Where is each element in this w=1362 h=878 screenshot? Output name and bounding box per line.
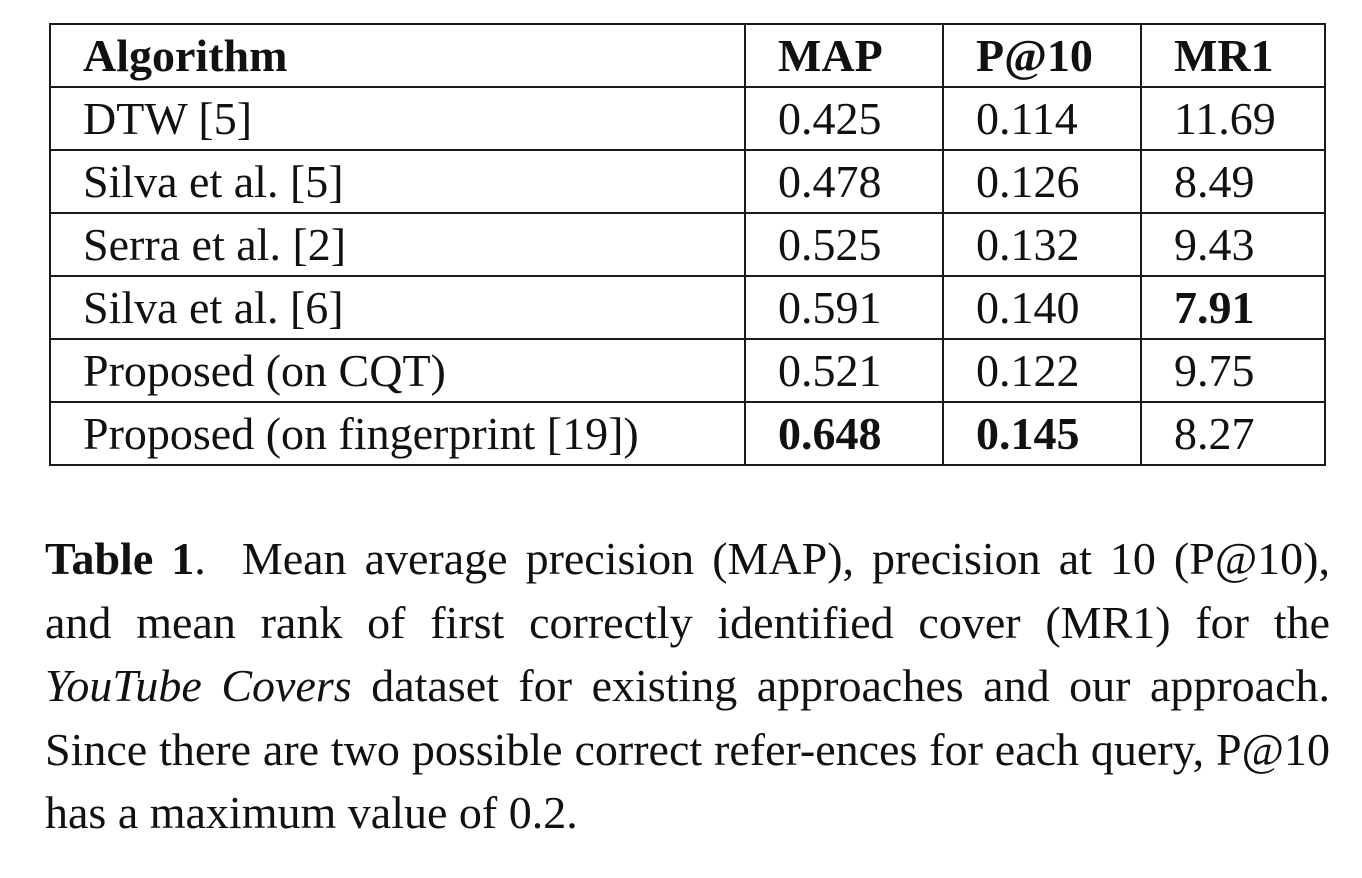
caption-label: Table 1 xyxy=(45,533,195,584)
header-map: MAP xyxy=(744,23,944,88)
table-row: Silva et al. [5] 0.478 0.126 8.49 xyxy=(49,149,1326,214)
caption-text-end: dataset for existing approaches and our … xyxy=(45,660,1331,838)
cell-p10: 0.145 xyxy=(942,401,1142,466)
caption-dataset-name: YouTube Covers xyxy=(45,660,352,711)
cell-algorithm: Proposed (on CQT) xyxy=(49,338,746,403)
table-row: Proposed (on CQT) 0.521 0.122 9.75 xyxy=(49,338,1326,403)
cell-map: 0.525 xyxy=(744,212,944,277)
table-header-row: Algorithm MAP P@10 MR1 xyxy=(49,23,1326,88)
cell-mr1: 7.91 xyxy=(1140,275,1326,340)
cell-algorithm: Serra et al. [2] xyxy=(49,212,746,277)
results-table: Algorithm MAP P@10 MR1 DTW [5] 0.425 0.1… xyxy=(49,23,1326,466)
cell-map: 0.478 xyxy=(744,149,944,214)
cell-p10: 0.126 xyxy=(942,149,1142,214)
cell-map: 0.425 xyxy=(744,86,944,151)
header-algorithm: Algorithm xyxy=(49,23,746,88)
cell-algorithm: Proposed (on fingerprint [19]) xyxy=(49,401,746,466)
caption-text-start: Mean average precision (MAP), precision … xyxy=(45,533,1331,648)
cell-mr1: 8.27 xyxy=(1140,401,1326,466)
cell-map: 0.591 xyxy=(744,275,944,340)
cell-mr1: 9.75 xyxy=(1140,338,1326,403)
cell-algorithm: Silva et al. [5] xyxy=(49,149,746,214)
table-row: Proposed (on fingerprint [19]) 0.648 0.1… xyxy=(49,401,1326,466)
cell-p10: 0.140 xyxy=(942,275,1142,340)
cell-algorithm: DTW [5] xyxy=(49,86,746,151)
cell-mr1: 8.49 xyxy=(1140,149,1326,214)
cell-mr1: 11.69 xyxy=(1140,86,1326,151)
cell-p10: 0.122 xyxy=(942,338,1142,403)
table-caption: Table 1. Mean average precision (MAP), p… xyxy=(45,527,1330,845)
cell-map: 0.521 xyxy=(744,338,944,403)
cell-mr1: 9.43 xyxy=(1140,212,1326,277)
table-row: DTW [5] 0.425 0.114 11.69 xyxy=(49,86,1326,151)
table-row: Silva et al. [6] 0.591 0.140 7.91 xyxy=(49,275,1326,340)
table-row: Serra et al. [2] 0.525 0.132 9.43 xyxy=(49,212,1326,277)
cell-map: 0.648 xyxy=(744,401,944,466)
cell-algorithm: Silva et al. [6] xyxy=(49,275,746,340)
cell-p10: 0.114 xyxy=(942,86,1142,151)
header-p10: P@10 xyxy=(942,23,1142,88)
cell-p10: 0.132 xyxy=(942,212,1142,277)
header-mr1: MR1 xyxy=(1140,23,1326,88)
caption-separator: . xyxy=(194,533,206,584)
